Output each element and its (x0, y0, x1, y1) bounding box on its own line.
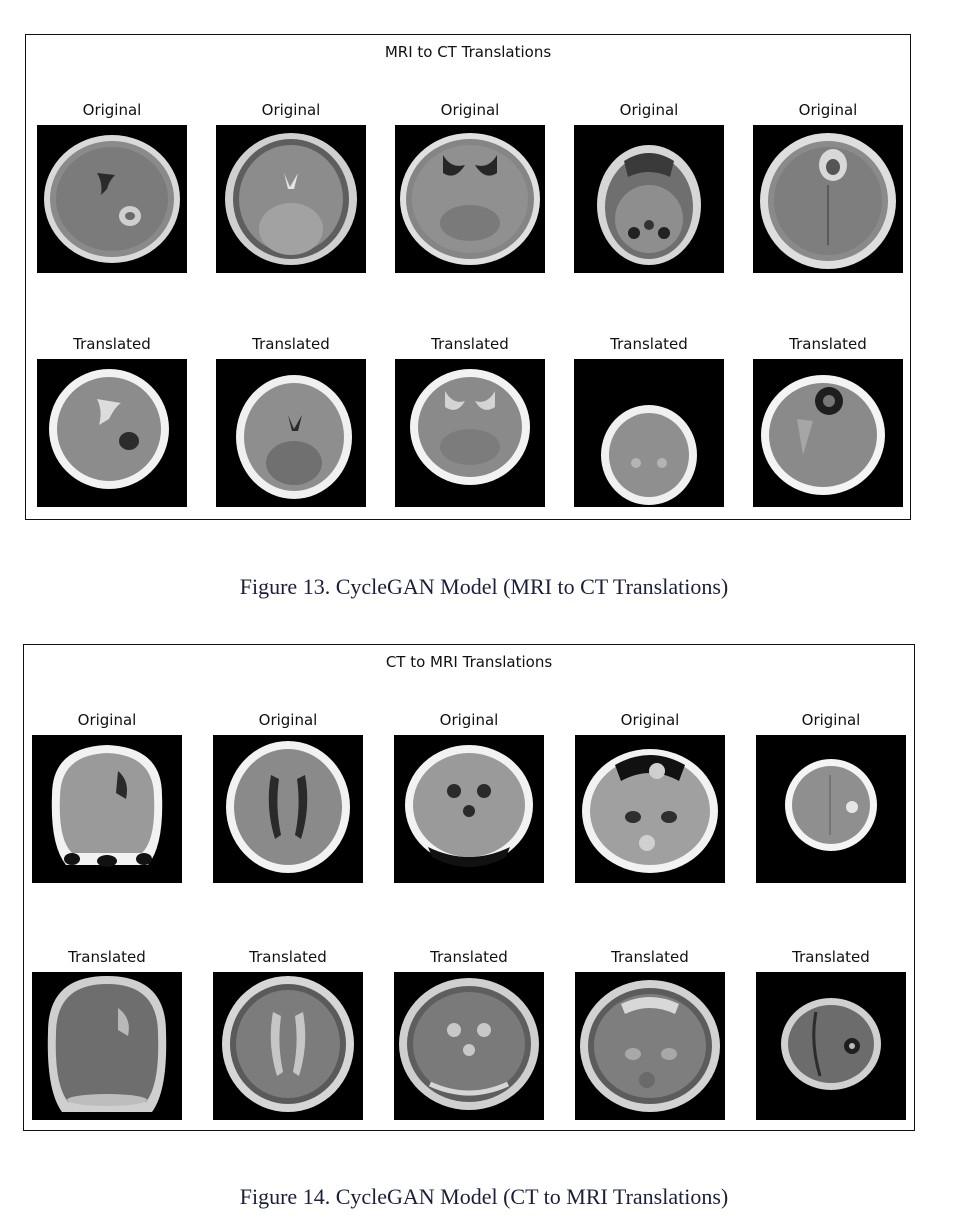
ct-scan-image (575, 735, 725, 883)
cell-label: Translated (431, 335, 509, 353)
cell-label: Original (440, 101, 500, 119)
ct-scan-image (32, 735, 182, 883)
cell-label: Original (258, 711, 318, 729)
cell-label: Translated (68, 948, 146, 966)
mri-scan-image (32, 972, 182, 1120)
cell-label: Translated (430, 948, 508, 966)
ct-scan-image (395, 359, 545, 507)
cell-label: Original (77, 711, 137, 729)
mri-scan-image (574, 125, 724, 273)
mri-scan-image (394, 972, 544, 1120)
cell-label: Original (620, 711, 680, 729)
cell-label: Translated (610, 335, 688, 353)
figure-14-caption: Figure 14. CycleGAN Model (CT to MRI Tra… (239, 1184, 729, 1209)
figure-13-caption: Figure 13. CycleGAN Model (MRI to CT Tra… (239, 574, 729, 599)
figure-13-panel: MRI to CT Translations Original Original (25, 34, 911, 520)
panel-title: MRI to CT Translations (384, 43, 552, 61)
cell-label: Original (261, 101, 321, 119)
cell-label: Original (619, 101, 679, 119)
cell-label: Original (82, 101, 142, 119)
cell-label: Translated (249, 948, 327, 966)
ct-scan-image (216, 359, 366, 507)
ct-scan-image (753, 359, 903, 507)
panel-title: CT to MRI Translations (385, 653, 553, 671)
figure-14-panel: CT to MRI Translations Original Original (23, 644, 915, 1131)
mri-scan-image (575, 972, 725, 1120)
cell-label: Translated (792, 948, 870, 966)
mri-scan-image (753, 125, 903, 273)
mri-scan-image (216, 125, 366, 273)
mri-scan-image (213, 972, 363, 1120)
ct-scan-image (756, 735, 906, 883)
ct-scan-image (574, 359, 724, 507)
ct-scan-image (37, 359, 187, 507)
cell-label: Original (798, 101, 858, 119)
cell-label: Translated (789, 335, 867, 353)
cell-label: Original (801, 711, 861, 729)
mri-scan-image (395, 125, 545, 273)
ct-scan-image (394, 735, 544, 883)
cell-label: Original (439, 711, 499, 729)
ct-scan-image (213, 735, 363, 883)
cell-label: Translated (252, 335, 330, 353)
cell-label: Translated (73, 335, 151, 353)
cell-label: Translated (611, 948, 689, 966)
mri-scan-image (756, 972, 906, 1120)
mri-scan-image (37, 125, 187, 273)
